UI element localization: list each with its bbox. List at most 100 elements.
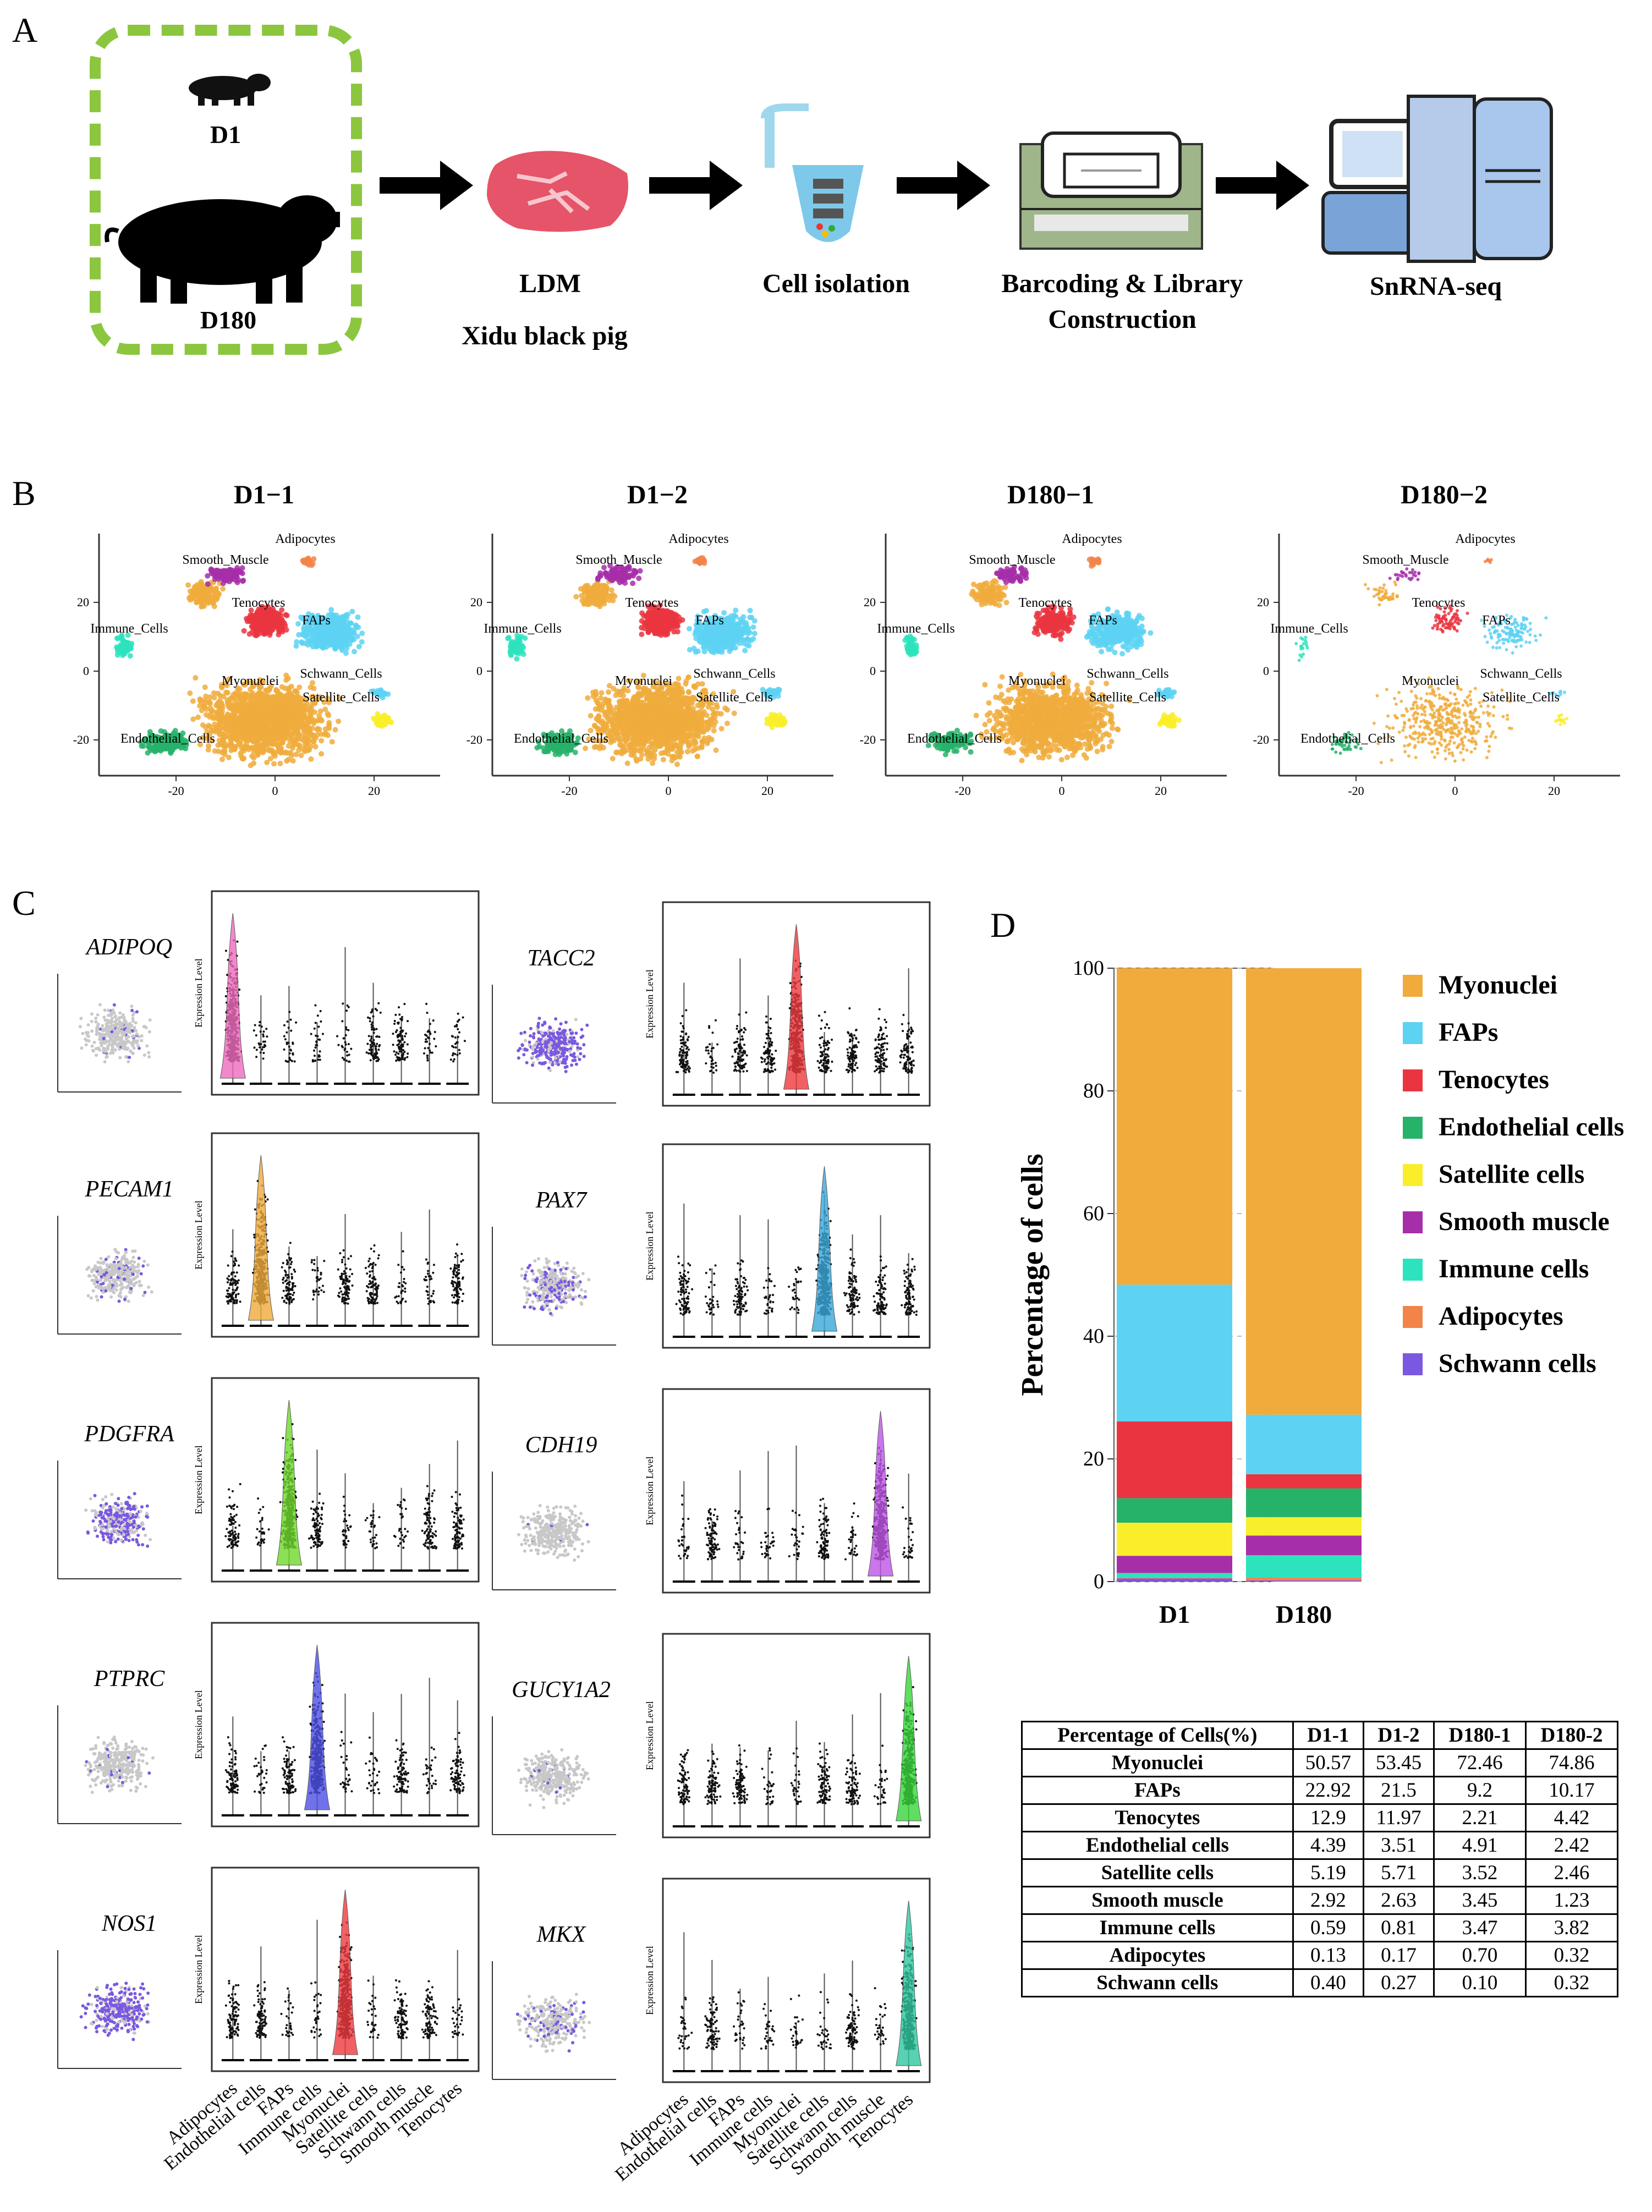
tsne-x-tick: 0	[272, 784, 278, 798]
violin-y-label: Expression Level	[644, 1701, 655, 1770]
y-tick-label: 40	[1083, 1325, 1104, 1348]
tsne-x-tick: 0	[1059, 784, 1065, 798]
y-tick-label: 100	[1073, 957, 1104, 980]
tube-icon	[761, 103, 864, 242]
tsne-cluster-label: Adipocytes	[1455, 532, 1515, 546]
table-header-cell: Percentage of Cells(%)	[1021, 1721, 1294, 1750]
table-cell: 0.32	[1525, 1968, 1618, 1997]
step-subtitle-ldm: Xidu black pig	[424, 321, 666, 351]
tsne-y-tick: 0	[870, 664, 876, 678]
violin-plot: Expression Level	[193, 1377, 480, 1583]
table-row: FAPs 22.92 21.5 9.2 10.17	[1021, 1776, 1618, 1805]
bar-segment	[1246, 968, 1362, 1415]
table-row: Myonuclei 50.57 53.45 72.46 74.86	[1021, 1748, 1618, 1777]
bar-segment	[1117, 1573, 1232, 1578]
table-cell: 74.86	[1525, 1748, 1618, 1777]
tsne-cluster-label: Smooth_Muscle	[575, 553, 662, 567]
y-tick-label: 0	[1094, 1570, 1104, 1593]
bar-segment	[1117, 1577, 1232, 1579]
tsne-cluster-label: FAPs	[695, 613, 724, 628]
table-cell: 53.45	[1362, 1748, 1435, 1777]
stacked-bar-chart: 0 20 40 60 80 100 Percentage of cells D1 D180 Myo…	[1016, 957, 1624, 1628]
legend-label: Tenocytes	[1439, 1065, 1549, 1094]
sample-group-box	[90, 25, 362, 355]
tsne-cluster-label: Myonuclei	[1402, 674, 1459, 688]
violin-plot: Expression Level	[644, 901, 931, 1107]
table-cell: 3.51	[1362, 1831, 1435, 1860]
bar-segment	[1117, 968, 1232, 1285]
panel-a-label: A	[12, 10, 37, 51]
tsne-cluster-label: Smooth_Muscle	[969, 553, 1055, 567]
violin-y-label: Expression Level	[193, 1200, 204, 1269]
table-cell: 0.27	[1362, 1968, 1435, 1997]
feature-plot	[57, 1216, 182, 1335]
feature-plot	[492, 1716, 616, 1835]
table-cell: 0.10	[1433, 1968, 1527, 1997]
pig-icon	[105, 195, 340, 304]
feature-plot	[492, 1472, 616, 1590]
x-category-label: D180	[1276, 1600, 1332, 1628]
tsne-cluster-label: Myonuclei	[222, 674, 279, 688]
tsne-cluster-label: Immune_Cells	[484, 622, 561, 636]
bar-segment	[1246, 1517, 1362, 1536]
tsne-cluster-label: Endothelial_Cells	[514, 732, 608, 746]
age-label-d1: D1	[195, 120, 256, 149]
table-cell: 0.32	[1525, 1941, 1618, 1970]
table-header-cell: D1-1	[1292, 1721, 1364, 1750]
gene-label: PAX7	[535, 1188, 588, 1213]
tsne-x-tick: -20	[1348, 784, 1364, 798]
table-row: Tenocytes 12.9 11.97 2.21 4.42	[1021, 1803, 1618, 1832]
table-row-label: Adipocytes	[1021, 1941, 1294, 1970]
y-tick-label: 60	[1083, 1202, 1104, 1225]
bar-segment	[1117, 1285, 1232, 1421]
gene-label: PTPRC	[94, 1666, 165, 1692]
bar-segment	[1117, 1556, 1232, 1573]
tsne-cluster-label: Endothelial_Cells	[1300, 732, 1395, 746]
legend-label: Endothelial cells	[1439, 1112, 1624, 1141]
tsne-cluster-label: Tenocytes	[625, 596, 679, 610]
tsne-x-tick: 0	[666, 784, 672, 798]
tsne-cluster-label: Immune_Cells	[877, 622, 954, 636]
violin-plot: Expression Level	[644, 1878, 931, 2083]
tsne-cluster-label: Adipocytes	[668, 532, 728, 546]
tsne-title: D1−1	[234, 480, 294, 509]
step-title-snrnaseq: SnRNA-seq	[1331, 271, 1540, 301]
legend-label: Smooth muscle	[1439, 1207, 1610, 1236]
y-axis-label: Percentage of cells	[1016, 1154, 1050, 1396]
table-header-cell: D1-2	[1362, 1721, 1435, 1750]
table-cell: 0.81	[1362, 1913, 1435, 1942]
bar-segment	[1246, 1577, 1362, 1580]
tsne-cluster-label: Endothelial_Cells	[907, 732, 1002, 746]
bar-segment	[1246, 1555, 1362, 1578]
table-cell: 3.52	[1433, 1858, 1527, 1887]
table-header-row: Percentage of Cells(%) D1-1 D1-2 D180-1 …	[1021, 1721, 1618, 1750]
y-tick-label: 80	[1083, 1079, 1104, 1102]
violin-plot: Expression Level	[644, 1388, 931, 1594]
table-row-label: Satellite cells	[1021, 1858, 1294, 1887]
violin-y-label: Expression Level	[193, 958, 204, 1027]
table-cell: 4.42	[1525, 1803, 1618, 1832]
tsne-cluster-label: FAPs	[1482, 613, 1511, 628]
table-row-label: FAPs	[1021, 1776, 1294, 1805]
tsne-y-tick: -20	[466, 733, 482, 747]
age-label-d180: D180	[182, 305, 275, 334]
tsne-cluster-label: Tenocytes	[1019, 596, 1072, 610]
bar-segment	[1117, 1522, 1232, 1556]
table-cell: 2.92	[1292, 1886, 1364, 1915]
library-machine-icon	[1019, 131, 1203, 250]
violin-y-label: Expression Level	[644, 1211, 655, 1280]
violin-y-label: Expression Level	[193, 1445, 204, 1514]
tsne-cluster-label: Tenocytes	[232, 596, 286, 610]
legend-label: Schwann cells	[1439, 1349, 1596, 1378]
table-cell: 72.46	[1433, 1748, 1527, 1777]
tsne-y-tick: -20	[73, 733, 89, 747]
tsne-cluster-label: Satellite_Cells	[1483, 690, 1560, 705]
legend-swatch	[1403, 1117, 1423, 1139]
table-cell: 3.45	[1433, 1886, 1527, 1915]
step-title-barcoding: Barcoding & Library	[968, 268, 1276, 299]
gene-label: GUCY1A2	[512, 1677, 611, 1703]
table-cell: 4.39	[1292, 1831, 1364, 1860]
tsne-title: D1−2	[627, 480, 688, 509]
tsne-x-tick: -20	[168, 784, 184, 798]
feature-plot	[57, 1705, 182, 1824]
